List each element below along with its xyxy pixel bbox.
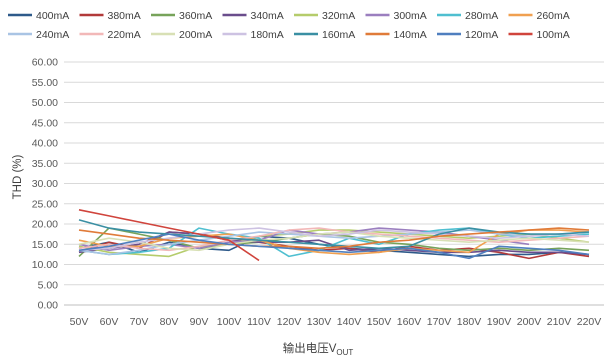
x-tick-label: 220V [577, 316, 602, 328]
legend-item-280mA: 280mA [437, 10, 498, 22]
x-tick-label: 130V [307, 316, 332, 328]
legend-label: 220mA [108, 29, 141, 41]
x-tick-label: 50V [70, 316, 89, 328]
legend-label: 100mA [537, 29, 570, 41]
y-tick-label: 30.00 [32, 178, 58, 190]
legend-label: 380mA [108, 10, 141, 22]
legend-item-360mA: 360mA [151, 10, 212, 22]
y-tick-label: 0.00 [38, 300, 59, 312]
x-axis-title-main: 输出电压V [283, 341, 337, 355]
y-tick-label: 35.00 [32, 158, 58, 170]
x-tick-label: 70V [130, 316, 149, 328]
legend-label: 260mA [537, 10, 570, 22]
x-tick-label: 170V [427, 316, 452, 328]
y-tick-label: 50.00 [32, 97, 58, 109]
legend-label: 180mA [251, 29, 284, 41]
series-line-200mA [78, 231, 590, 252]
x-tick-label: 210V [547, 316, 572, 328]
legend: 400mA 380mA 360mA 340mA 320mA 300mA 280mA 260mA… [8, 10, 570, 41]
y-tick-label: 55.00 [32, 77, 58, 89]
series-line-120mA [78, 233, 590, 260]
y-tick-label: 25.00 [32, 198, 58, 210]
legend-item-400mA: 400mA [8, 10, 69, 22]
x-tick-label: 200V [517, 316, 542, 328]
series-line-240mA [78, 229, 590, 256]
legend-item-380mA: 380mA [79, 10, 141, 22]
legend-item-180mA: 180mA [222, 29, 284, 41]
series-lines [78, 209, 590, 262]
legend-label: 140mA [394, 29, 427, 41]
legend-item-100mA: 100mA [508, 29, 570, 41]
x-axis-ticks: 50V 60V 70V 80V 90V 100V 110V 120V 130V 140V 150V 1… [70, 316, 602, 328]
x-axis-title: 输出电压VOUT [283, 341, 354, 357]
y-tick-label: 10.00 [32, 259, 58, 271]
legend-label: 340mA [251, 10, 284, 22]
x-tick-label: 100V [217, 316, 242, 328]
legend-label: 200mA [179, 29, 212, 41]
legend-label: 120mA [465, 29, 498, 41]
x-tick-label: 150V [367, 316, 392, 328]
legend-label: 280mA [465, 10, 498, 22]
series-line-180mA [78, 227, 590, 252]
legend-item-320mA: 320mA [294, 10, 355, 22]
y-tick-label: 20.00 [32, 219, 58, 231]
x-tick-label: 140V [337, 316, 362, 328]
legend-item-240mA: 240mA [8, 29, 69, 41]
x-tick-label: 180V [457, 316, 482, 328]
legend-item-260mA: 260mA [508, 10, 570, 22]
gridlines [64, 61, 604, 306]
legend-label: 400mA [36, 10, 69, 22]
legend-label: 300mA [394, 10, 427, 22]
y-tick-label: 15.00 [32, 239, 58, 251]
legend-label: 160mA [322, 29, 355, 41]
x-tick-label: 120V [277, 316, 302, 328]
x-tick-label: 190V [487, 316, 512, 328]
legend-item-220mA: 220mA [79, 29, 141, 41]
legend-label: 320mA [322, 10, 355, 22]
y-tick-label: 5.00 [38, 279, 59, 291]
legend-item-160mA: 160mA [294, 29, 355, 41]
legend-label: 240mA [36, 29, 69, 41]
legend-item-300mA: 300mA [365, 10, 427, 22]
x-tick-label: 160V [397, 316, 422, 328]
legend-item-340mA: 340mA [222, 10, 284, 22]
y-axis-ticks: 0.00 5.00 10.00 15.00 20.00 25.00 30.00 35.00 40… [32, 57, 58, 312]
x-tick-label: 90V [190, 316, 209, 328]
series-line-220mA [78, 227, 590, 252]
series-line-140mA [78, 227, 590, 250]
x-tick-label: 110V [247, 316, 271, 328]
legend-label: 360mA [179, 10, 212, 22]
legend-item-200mA: 200mA [151, 29, 212, 41]
y-tick-label: 45.00 [32, 117, 58, 129]
x-axis-title-subscript: OUT [336, 348, 353, 357]
x-tick-label: 80V [160, 316, 179, 328]
x-tick-label: 60V [100, 316, 119, 328]
legend-item-140mA: 140mA [365, 29, 427, 41]
y-tick-label: 40.00 [32, 138, 58, 150]
y-axis-title: THD (%) [12, 154, 24, 199]
y-tick-label: 60.00 [32, 57, 58, 69]
series-line-100mA [78, 209, 260, 262]
legend-item-120mA: 120mA [437, 29, 498, 41]
